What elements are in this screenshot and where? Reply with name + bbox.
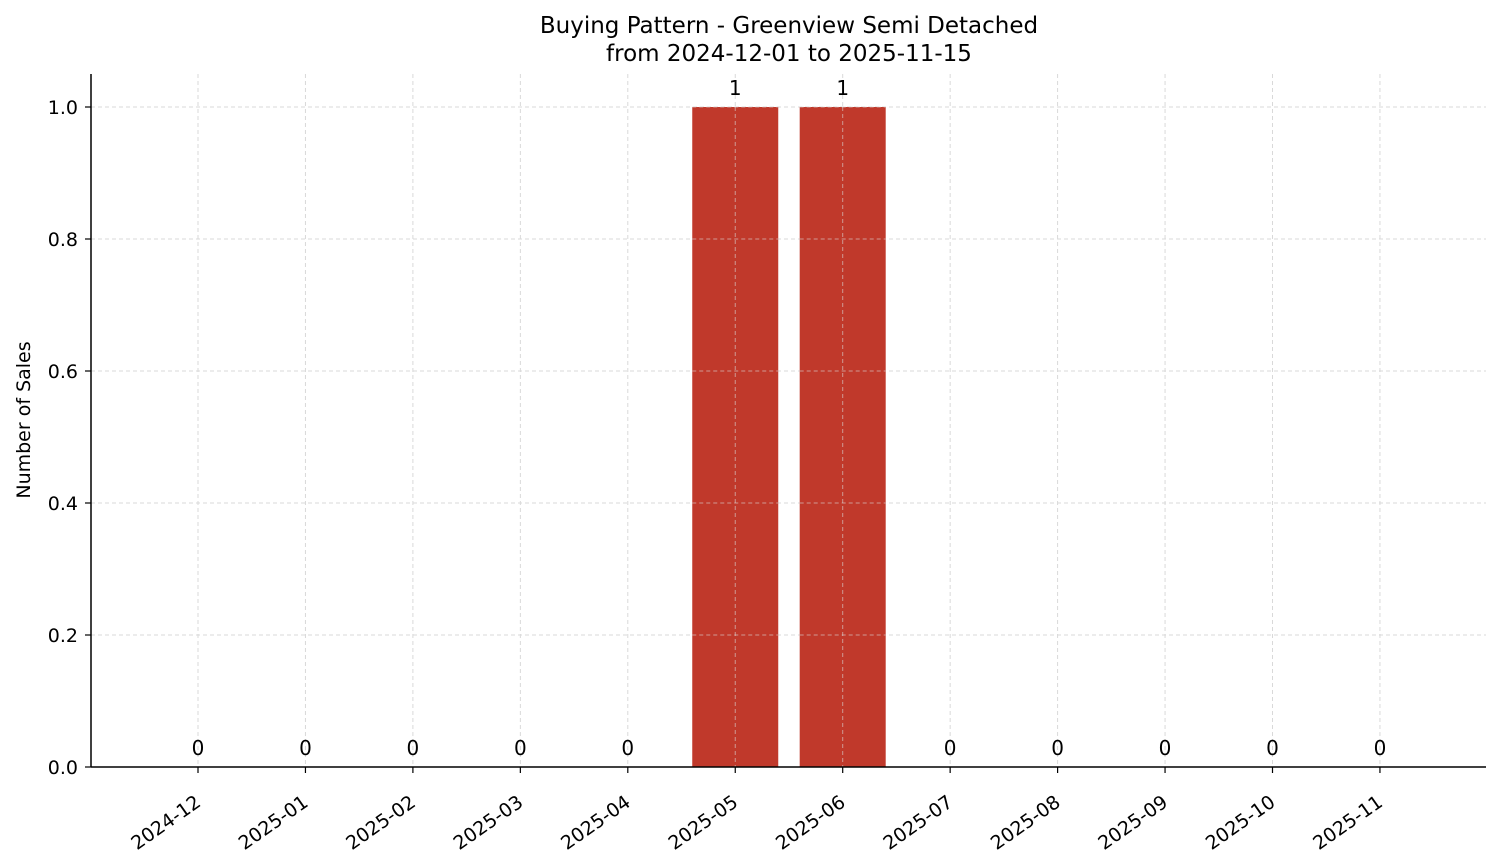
x-tick-label: 2025-02 xyxy=(342,791,420,855)
data-label: 0 xyxy=(621,736,634,760)
x-tick-label: 2025-06 xyxy=(772,791,850,855)
x-tick-label: 2025-04 xyxy=(557,791,635,855)
x-tick-label: 2025-09 xyxy=(1094,791,1172,855)
bars xyxy=(692,106,886,767)
chart-title: Buying Pattern - Greenview Semi Detached xyxy=(540,13,1038,39)
data-label: 0 xyxy=(407,736,420,760)
data-label: 0 xyxy=(514,736,527,760)
data-label: 0 xyxy=(192,736,205,760)
y-tick-label: 0.0 xyxy=(48,757,78,779)
y-tick-label: 0.8 xyxy=(48,229,78,251)
data-label: 1 xyxy=(729,76,742,100)
data-label: 0 xyxy=(1266,736,1279,760)
grid-lines xyxy=(91,74,1486,767)
data-label: 0 xyxy=(944,736,957,760)
x-tick-label: 2025-08 xyxy=(987,791,1065,855)
x-tick-label: 2025-07 xyxy=(879,791,957,855)
x-tick-label: 2025-05 xyxy=(664,791,742,855)
data-label: 1 xyxy=(836,76,849,100)
chart-subtitle: from 2024-12-01 to 2025-11-15 xyxy=(606,41,972,67)
x-tick-label: 2025-11 xyxy=(1309,791,1387,855)
data-labels: 0 0 0 0 0 1 1 0 0 0 0 0 xyxy=(192,76,1387,760)
x-tick-label: 2024-12 xyxy=(127,791,205,855)
x-tick-label: 2025-03 xyxy=(450,791,528,855)
y-tick-label: 1.0 xyxy=(48,97,78,119)
y-tick-label: 0.2 xyxy=(48,625,78,647)
data-label: 0 xyxy=(299,736,312,760)
y-tick-label: 0.4 xyxy=(48,493,78,515)
x-tick-label: 2025-10 xyxy=(1202,791,1280,855)
y-tick-label: 0.6 xyxy=(48,361,78,383)
x-tick-label: 2025-01 xyxy=(235,791,313,855)
data-label: 0 xyxy=(1051,736,1064,760)
data-label: 0 xyxy=(1159,736,1172,760)
y-axis-label: Number of Sales xyxy=(13,341,35,498)
axes xyxy=(85,74,1486,773)
data-label: 0 xyxy=(1374,736,1387,760)
